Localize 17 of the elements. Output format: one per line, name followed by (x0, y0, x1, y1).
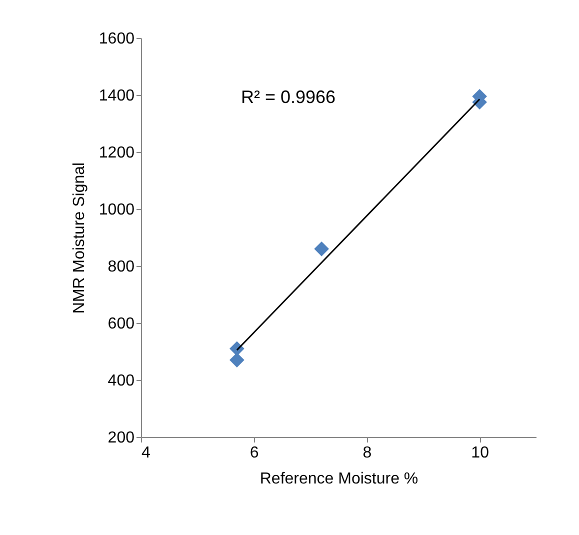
y-tick-label: 1200 (98, 144, 135, 162)
x-tick-label: 6 (250, 444, 259, 462)
y-axis-title: NMR Moisture Signal (70, 162, 88, 314)
point (314, 241, 329, 256)
y-tick-label: 600 (108, 316, 135, 332)
y-tick-label: 1000 (98, 202, 135, 218)
y-tick-label: 1600 (98, 30, 135, 48)
y-tick-label: 1400 (98, 88, 135, 104)
y-tick-label: 800 (108, 258, 135, 276)
annotation: R² = 0.9966 (241, 87, 336, 107)
x-tick-label: 10 (471, 444, 490, 462)
x-axis-title: Reference Moisture % (260, 470, 418, 488)
y-tick-label: 200 (108, 430, 135, 446)
point (230, 352, 244, 368)
x-tick-label: 4 (142, 444, 150, 462)
x-tick-label: 8 (362, 444, 372, 462)
y-tick-label: 400 (108, 372, 135, 390)
